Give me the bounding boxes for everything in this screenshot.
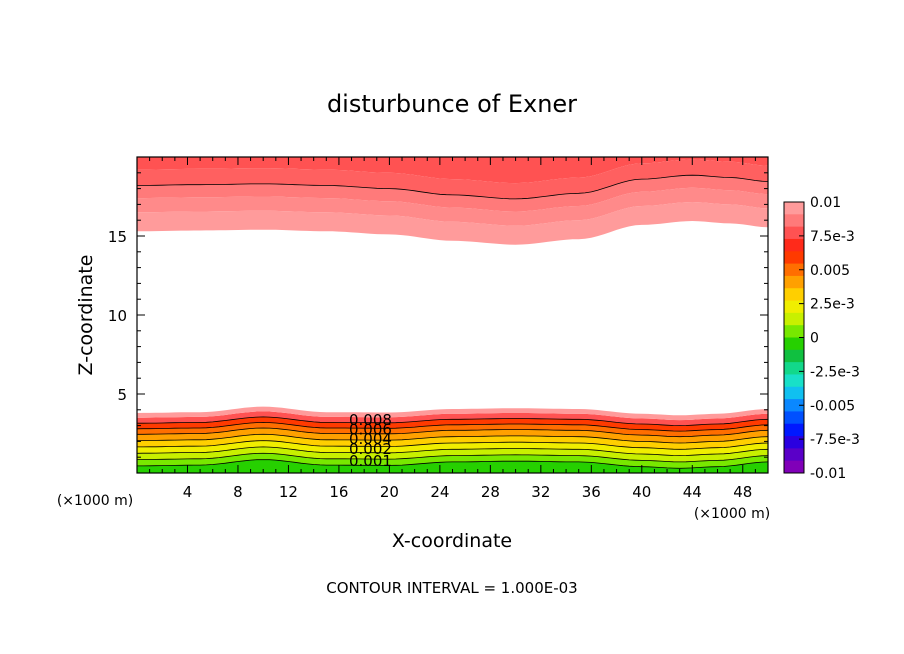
colorbar: 0.01 7.5e-3 0.005 2.5e-3 0 -2.5e-3 -0.005 -7.5e… bbox=[783, 195, 860, 482]
colorbar-swatch bbox=[784, 399, 804, 412]
contour-interval-footer: CONTOUR INTERVAL = 1.000E-03 bbox=[326, 579, 577, 597]
contour-band-upper bbox=[137, 159, 768, 199]
contour-label: 0.006 bbox=[349, 420, 392, 438]
contour-band-lower bbox=[137, 422, 768, 437]
y-tick-label: 10 bbox=[108, 307, 127, 325]
plot-area bbox=[137, 157, 768, 473]
colorbar-swatch bbox=[784, 423, 804, 437]
colorbar-swatch bbox=[784, 288, 804, 302]
contour-line bbox=[137, 433, 768, 444]
x-tick-label: 36 bbox=[582, 483, 601, 501]
contour-label: 0.001 bbox=[349, 452, 392, 470]
colorbar-tick-label: 7.5e-3 bbox=[810, 229, 855, 245]
contour-band-lower bbox=[137, 416, 768, 432]
x-tick-label: 24 bbox=[430, 483, 449, 501]
x-tick-label: 16 bbox=[329, 483, 348, 501]
contour-line bbox=[137, 440, 768, 450]
colorbar-swatch bbox=[784, 374, 804, 388]
contour-line bbox=[137, 174, 768, 200]
colorbar-swatch bbox=[784, 214, 804, 228]
colorbar-tick-label: -0.005 bbox=[810, 398, 855, 414]
colorbar-swatch bbox=[784, 411, 804, 425]
colorbar-tick-label: 2.5e-3 bbox=[810, 297, 855, 313]
x-unit-label-left: (×1000 m) bbox=[57, 493, 133, 509]
x-tick-label: 40 bbox=[632, 483, 651, 501]
x-tick-label: 44 bbox=[683, 483, 702, 501]
contour-line bbox=[137, 446, 768, 457]
colorbar-swatch bbox=[784, 251, 804, 265]
y-axis-label: Z-coordinate bbox=[75, 255, 97, 376]
contour-band-upper bbox=[137, 157, 768, 184]
x-tick-label: 12 bbox=[279, 483, 298, 501]
colorbar-tick-label: 0.005 bbox=[810, 263, 850, 279]
contour-band-lower bbox=[137, 406, 768, 421]
x-tick-label: 32 bbox=[531, 483, 550, 501]
contour-band-lower bbox=[137, 453, 768, 469]
x-tick-label: 4 bbox=[183, 483, 193, 501]
colorbar-swatch bbox=[784, 362, 804, 375]
contour-line bbox=[137, 421, 768, 432]
contour-line bbox=[137, 416, 768, 427]
x-unit-label-right: (×1000 m) bbox=[694, 506, 770, 522]
contour-band-lower bbox=[137, 434, 768, 450]
colorbar-swatch bbox=[784, 448, 804, 462]
x-tick-label: 8 bbox=[233, 483, 243, 501]
colorbar-swatch bbox=[784, 349, 804, 363]
contour-label: 0.002 bbox=[349, 440, 392, 458]
colorbar-swatch bbox=[784, 202, 804, 215]
colorbar-swatch bbox=[784, 238, 804, 252]
contour-band-lower bbox=[137, 411, 768, 426]
colorbar-swatch bbox=[784, 300, 804, 314]
y-tick-label: 15 bbox=[108, 228, 127, 246]
colorbar-tick-label: 0 bbox=[810, 331, 819, 347]
colorbar-swatch bbox=[784, 275, 804, 289]
colorbar-swatch bbox=[784, 226, 804, 240]
colorbar-swatch bbox=[784, 386, 804, 400]
colorbar-swatch bbox=[784, 337, 804, 351]
colorbar-tick-label: 0.01 bbox=[810, 195, 841, 211]
contour-band-lower bbox=[137, 440, 768, 456]
contour-band-lower bbox=[137, 446, 768, 462]
contour-label: 0.004 bbox=[349, 430, 392, 448]
contour-band-upper bbox=[137, 202, 768, 245]
contour-line bbox=[137, 427, 768, 438]
contour-band-upper bbox=[137, 187, 768, 226]
contour-band-lower bbox=[137, 459, 768, 473]
colorbar-swatch bbox=[784, 312, 804, 326]
x-tick-label: 20 bbox=[380, 483, 399, 501]
contour-band-upper bbox=[137, 175, 768, 212]
colorbar-swatch bbox=[784, 325, 804, 338]
contour-band-lower bbox=[137, 428, 768, 443]
x-tick-label: 48 bbox=[733, 483, 752, 501]
y-tick-label: 5 bbox=[117, 386, 127, 404]
x-tick-label: 28 bbox=[481, 483, 500, 501]
colorbar-swatch bbox=[784, 263, 804, 277]
x-axis-label: X-coordinate bbox=[392, 530, 512, 552]
chart-title: disturbunce of Exner bbox=[327, 90, 577, 118]
contour-line bbox=[137, 459, 768, 469]
contour-line bbox=[137, 452, 768, 463]
colorbar-tick-label: -2.5e-3 bbox=[810, 364, 860, 380]
colorbar-swatch bbox=[784, 436, 804, 449]
contour-label: 0.008 bbox=[349, 411, 392, 429]
colorbar-swatch bbox=[784, 460, 804, 474]
colorbar-tick-label: -7.5e-3 bbox=[810, 432, 860, 448]
colorbar-tick-label: -0.01 bbox=[810, 466, 846, 482]
